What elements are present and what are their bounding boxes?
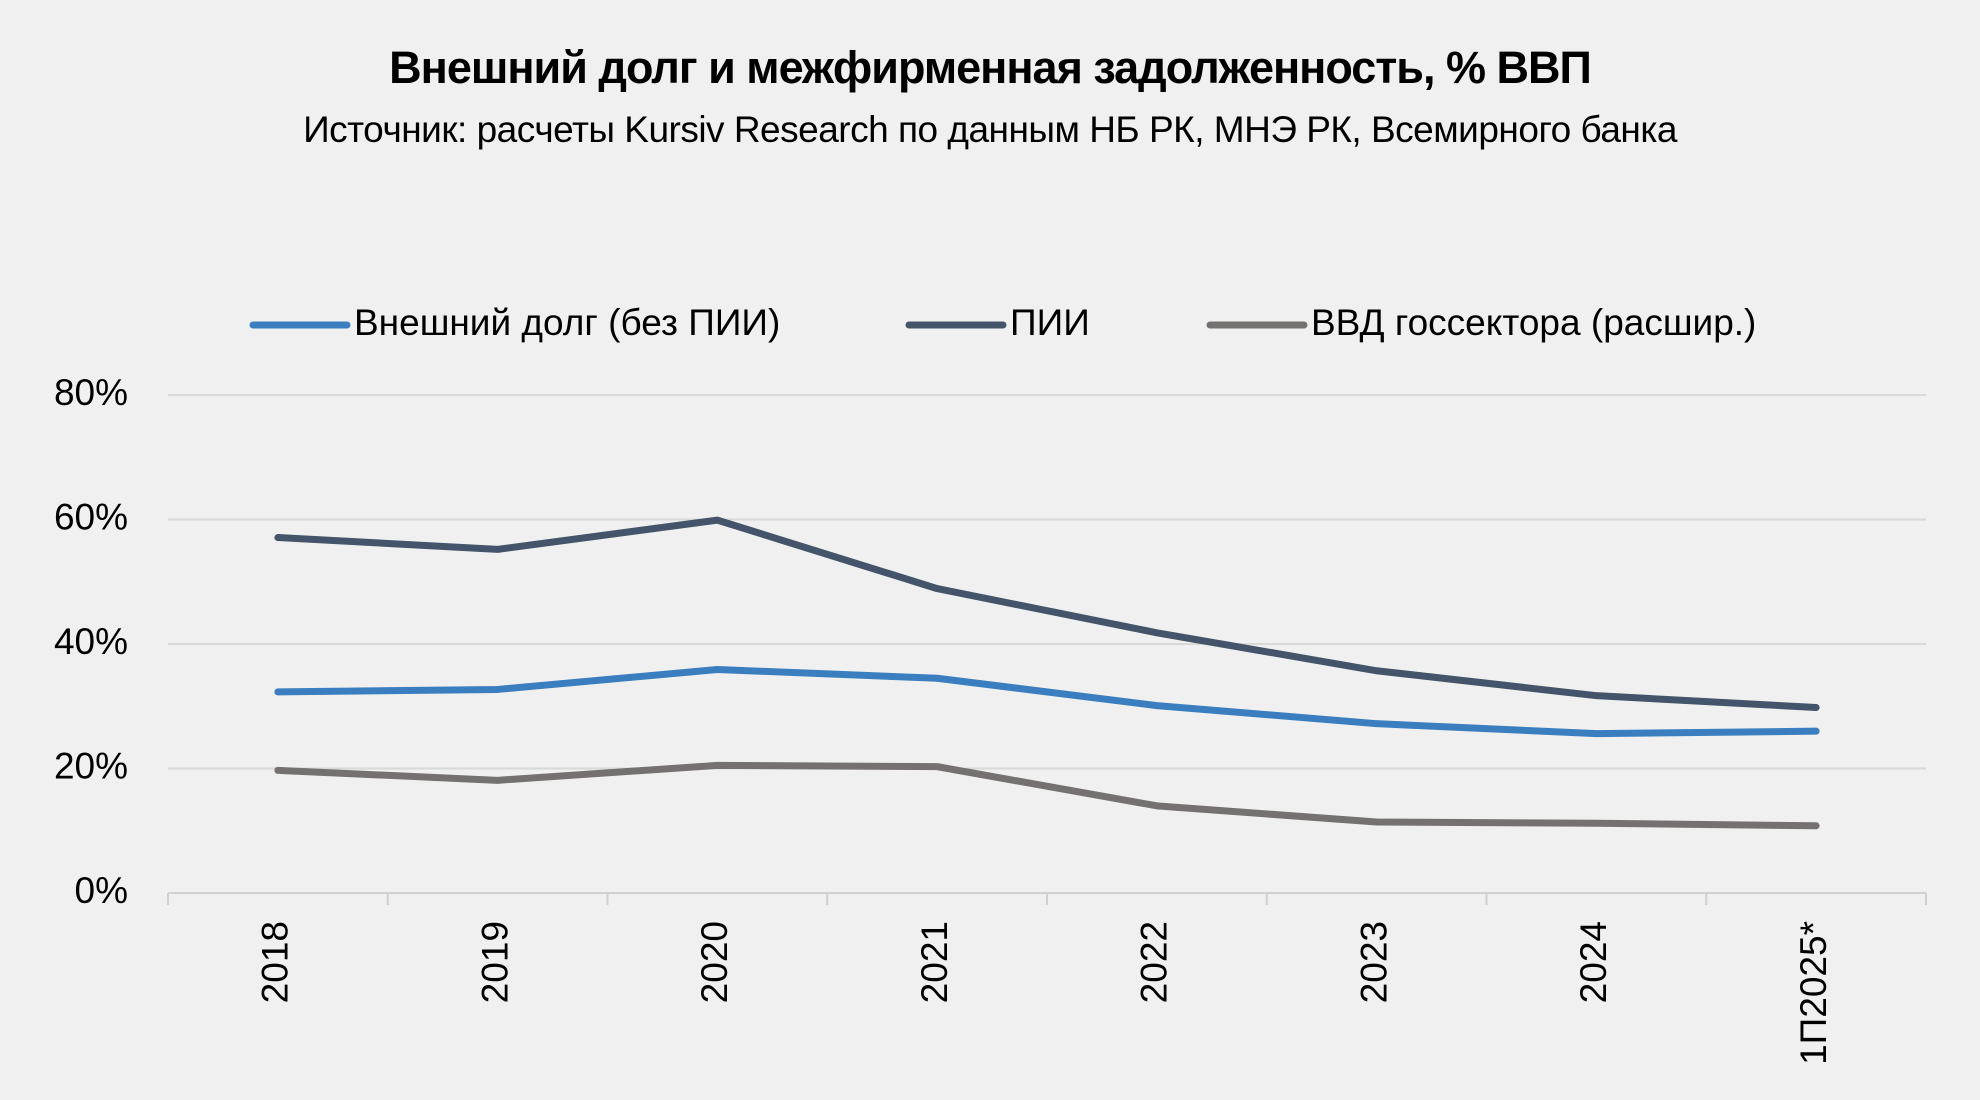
y-tick-label: 20% xyxy=(54,745,128,786)
chart-title: Внешний долг и межфирменная задолженност… xyxy=(389,42,1592,93)
x-tick-label: 2022 xyxy=(1134,921,1175,1003)
x-tick-label: 2021 xyxy=(914,921,955,1003)
x-tick-label: 1П2025* xyxy=(1793,921,1834,1065)
y-tick-label: 0% xyxy=(75,870,128,911)
legend-label: ВВД госсектора (расшир.) xyxy=(1311,302,1756,343)
x-tick-label: 2024 xyxy=(1573,921,1614,1003)
series-line xyxy=(274,666,1820,738)
x-tick-label: 2018 xyxy=(255,921,296,1003)
legend-label: Внешний долг (без ПИИ) xyxy=(354,302,780,343)
y-tick-label: 40% xyxy=(54,621,128,662)
legend-label: ПИИ xyxy=(1010,302,1090,343)
series-line xyxy=(274,516,1820,711)
x-tick-label: 2023 xyxy=(1353,921,1394,1003)
y-tick-label: 80% xyxy=(54,372,128,413)
x-tick-label: 2020 xyxy=(694,921,735,1003)
series-line xyxy=(274,761,1820,830)
header: Внешний долг и межфирменная задолженност… xyxy=(0,42,1980,158)
x-tick-label: 2019 xyxy=(474,921,515,1003)
chart-subtitle: Источник: расчеты Kursiv Research по дан… xyxy=(303,109,1677,150)
y-tick-label: 60% xyxy=(54,496,128,537)
